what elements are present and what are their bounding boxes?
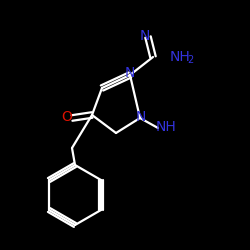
Text: 2: 2 xyxy=(187,55,193,65)
Text: N: N xyxy=(140,29,150,43)
Text: NH: NH xyxy=(156,120,177,134)
Text: N: N xyxy=(125,66,135,80)
Text: O: O xyxy=(62,110,72,124)
Text: NH: NH xyxy=(170,50,191,64)
Text: N: N xyxy=(136,110,146,124)
